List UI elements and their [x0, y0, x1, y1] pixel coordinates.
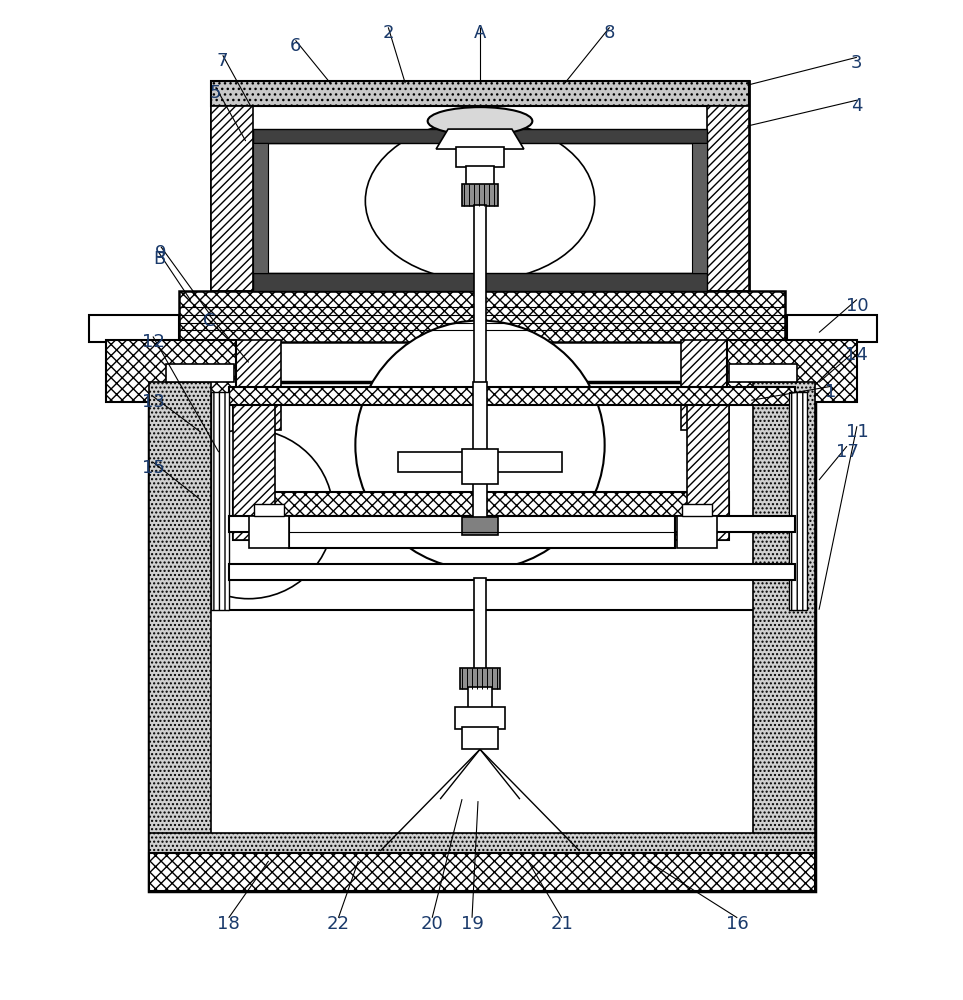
Text: B: B — [153, 250, 165, 268]
Circle shape — [164, 429, 333, 599]
Text: 9: 9 — [155, 244, 167, 262]
Text: C: C — [202, 312, 215, 330]
Text: 11: 11 — [846, 423, 869, 441]
Text: 18: 18 — [218, 915, 240, 933]
Bar — [179, 291, 785, 342]
Text: 16: 16 — [726, 915, 748, 933]
Text: 12: 12 — [142, 333, 165, 351]
Bar — [727, 340, 857, 402]
Bar — [149, 382, 211, 891]
Bar — [460, 668, 500, 689]
Text: 20: 20 — [421, 915, 444, 933]
Bar — [253, 504, 283, 516]
Bar — [455, 707, 505, 729]
Bar — [289, 516, 675, 548]
Bar — [456, 147, 504, 167]
Bar — [211, 81, 749, 106]
Bar — [683, 504, 713, 516]
Text: 3: 3 — [851, 54, 863, 72]
Bar — [149, 853, 815, 891]
Text: 14: 14 — [846, 346, 869, 364]
Ellipse shape — [365, 121, 595, 281]
Bar — [787, 315, 877, 342]
Bar — [468, 687, 492, 709]
Bar — [149, 382, 815, 891]
Bar — [211, 392, 229, 610]
Bar — [211, 81, 749, 291]
Bar — [252, 143, 708, 273]
Bar — [233, 340, 280, 430]
Text: 6: 6 — [290, 37, 301, 55]
Bar — [462, 517, 498, 535]
Polygon shape — [436, 129, 524, 149]
Bar — [692, 143, 708, 273]
Bar — [229, 390, 795, 610]
Bar — [677, 516, 717, 548]
Bar — [106, 340, 236, 402]
Text: 1: 1 — [825, 383, 837, 401]
Bar — [149, 833, 815, 891]
Bar — [90, 315, 179, 342]
Bar — [708, 106, 749, 291]
Text: 19: 19 — [460, 915, 483, 933]
Bar — [462, 727, 498, 749]
Text: 17: 17 — [836, 443, 858, 461]
Bar — [474, 578, 486, 670]
Bar — [166, 364, 234, 382]
Ellipse shape — [428, 107, 533, 135]
Text: 10: 10 — [846, 297, 869, 315]
Bar — [248, 516, 289, 548]
Bar — [474, 205, 486, 392]
Circle shape — [355, 321, 605, 570]
Text: A: A — [474, 24, 486, 42]
Bar — [462, 184, 498, 206]
Text: 13: 13 — [142, 393, 165, 411]
Bar — [233, 492, 729, 540]
Text: 7: 7 — [217, 52, 228, 70]
Text: 2: 2 — [382, 24, 394, 42]
Bar — [233, 395, 274, 540]
Bar — [229, 387, 795, 405]
Bar — [682, 340, 729, 430]
Bar — [252, 143, 268, 273]
Bar — [473, 382, 487, 532]
Text: 4: 4 — [851, 97, 863, 115]
Text: 22: 22 — [326, 915, 350, 933]
Bar — [229, 564, 795, 580]
Text: 21: 21 — [550, 915, 573, 933]
Bar — [399, 452, 561, 472]
Bar — [229, 516, 795, 532]
Bar — [252, 129, 708, 143]
Bar — [753, 382, 815, 891]
Bar — [729, 364, 797, 382]
Bar — [252, 273, 708, 291]
Bar — [789, 392, 807, 610]
Text: 5: 5 — [210, 84, 221, 102]
Bar — [462, 449, 498, 484]
Bar — [688, 395, 729, 540]
Bar — [466, 166, 494, 186]
Text: 15: 15 — [142, 459, 165, 477]
Bar — [211, 106, 252, 291]
Text: 8: 8 — [604, 24, 615, 42]
